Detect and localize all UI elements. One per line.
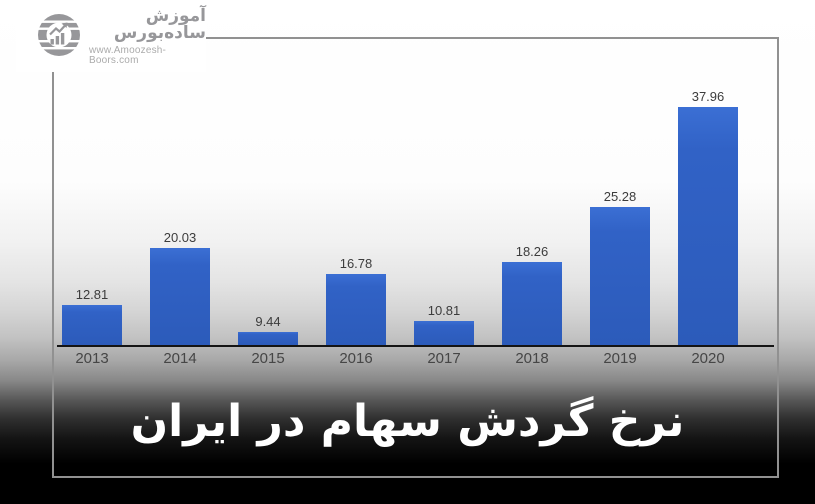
bar-value-label-2015: 9.44 [255, 314, 281, 329]
bar-value-label-2018: 18.26 [515, 244, 549, 259]
bar-2018 [502, 262, 562, 345]
content-frame [52, 37, 779, 478]
bar-2013 [62, 305, 122, 345]
bar-value-label-2013: 12.81 [75, 287, 109, 302]
x-tick-label-2013: 2013 [75, 350, 109, 367]
bar-2017 [414, 321, 474, 345]
bar-2015 [238, 332, 298, 345]
logo-brand-text: آموزش ساده‌بورس [113, 6, 206, 43]
bar-value-label-2017: 10.81 [427, 303, 461, 318]
bar-2014 [150, 248, 210, 345]
bar-value-label-2019: 25.28 [603, 189, 637, 204]
x-tick-label-2015: 2015 [251, 350, 285, 367]
x-tick-label-2020: 2020 [691, 350, 725, 367]
site-logo: آموزش ساده‌بورس www.Amoozesh-Boors.com [16, 2, 206, 72]
bar-value-label-2016: 16.78 [339, 256, 373, 271]
bar-value-label-2014: 20.03 [163, 230, 197, 245]
x-tick-label-2016: 2016 [339, 350, 373, 367]
globe-chart-icon [36, 12, 82, 63]
chart-title: نرخ گردش سهام در ایران [130, 396, 685, 447]
bar-2020 [678, 107, 738, 345]
x-axis-line [57, 345, 774, 347]
x-tick-label-2018: 2018 [515, 350, 549, 367]
x-tick-label-2017: 2017 [427, 350, 461, 367]
bar-2019 [590, 207, 650, 345]
x-tick-label-2014: 2014 [163, 350, 197, 367]
logo-url-text: www.Amoozesh-Boors.com [89, 45, 167, 66]
bar-value-label-2020: 37.96 [691, 89, 725, 104]
x-tick-label-2019: 2019 [603, 350, 637, 367]
bar-2016 [326, 274, 386, 345]
